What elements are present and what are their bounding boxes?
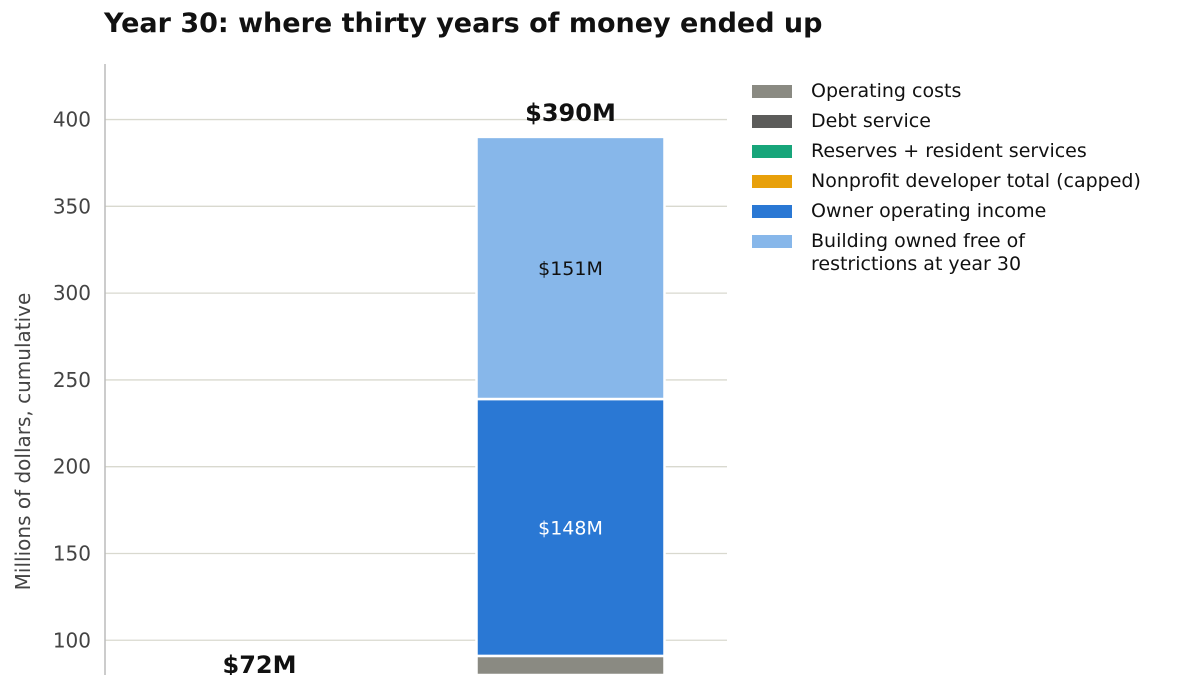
legend-item: Debt service	[752, 110, 1192, 133]
legend-swatch	[752, 235, 792, 248]
bar-segment	[475, 654, 666, 675]
legend-label: Operating costs	[811, 80, 962, 102]
bar-total-label: $72M	[223, 651, 297, 675]
bar-segment	[475, 135, 666, 401]
legend-label: Owner operating income	[811, 200, 1047, 222]
y-axis-title: Millions of dollars, cumulative	[11, 293, 35, 591]
y-tick-label: 300	[53, 281, 91, 305]
y-tick-label: 200	[53, 455, 91, 479]
chart-title: Year 30: where thirty years of money end…	[104, 8, 823, 39]
legend-item: Operating costs	[752, 80, 1192, 103]
legend-item: Reserves + resident services	[752, 140, 1192, 163]
y-tick-label: 150	[53, 541, 91, 565]
legend-label: Building owned free of restrictions at y…	[811, 230, 1025, 275]
legend-swatch	[752, 175, 792, 188]
y-tick-label: 350	[53, 194, 91, 218]
bar-segment-label: $148M	[538, 517, 603, 539]
legend-item: Owner operating income	[752, 200, 1192, 223]
legend-label: Reserves + resident services	[811, 140, 1087, 162]
legend-swatch	[752, 115, 792, 128]
legend-item: Building owned free of restrictions at y…	[752, 230, 1192, 276]
legend-swatch	[752, 85, 792, 98]
legend-label: Debt service	[811, 110, 931, 132]
bar-segment	[475, 397, 666, 658]
bar-total-label: $390M	[525, 99, 616, 127]
legend-item: Nonprofit developer total (capped)	[752, 170, 1192, 193]
legend-swatch	[752, 145, 792, 158]
legend-label: Nonprofit developer total (capped)	[811, 170, 1141, 192]
y-tick-label: 100	[53, 628, 91, 652]
bar-segment-label: $151M	[538, 258, 603, 280]
y-tick-label: 250	[53, 368, 91, 392]
legend-swatch	[752, 205, 792, 218]
y-tick-label: 400	[53, 108, 91, 132]
chart-legend: Operating costs Debt service Reserves + re…	[752, 80, 1192, 283]
